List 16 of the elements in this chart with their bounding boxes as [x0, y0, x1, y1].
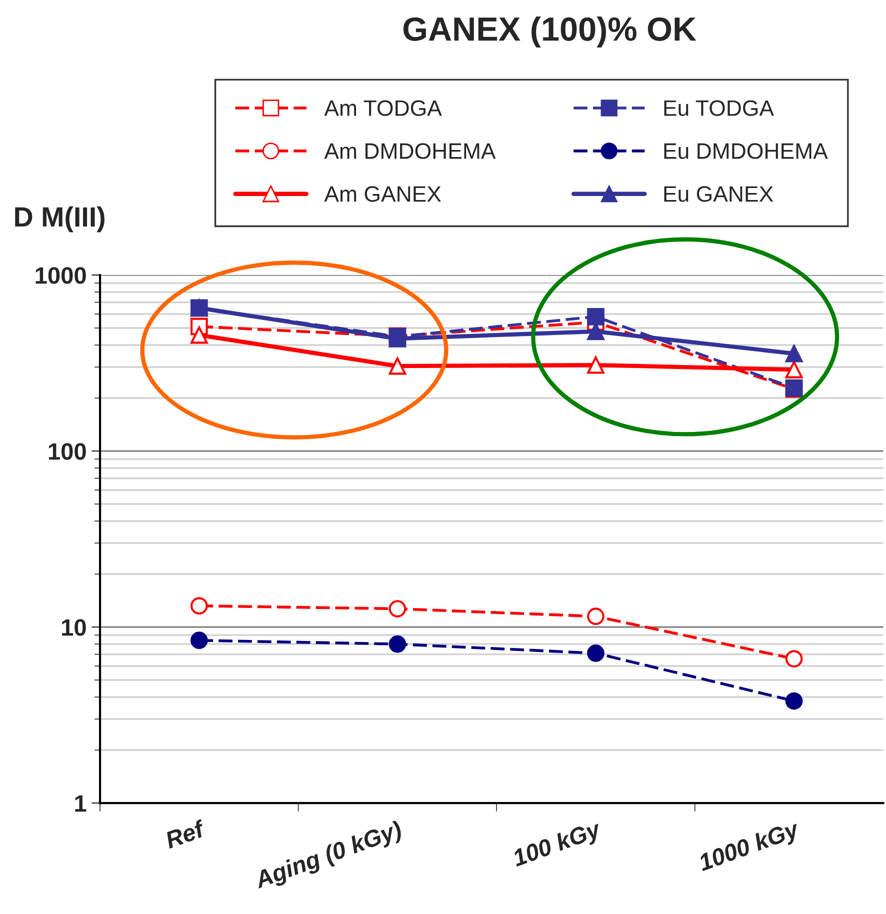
y-tick-label: 100: [48, 443, 86, 460]
y-tick-label: 10: [62, 619, 86, 636]
legend-label: Eu GANEX: [664, 186, 774, 202]
y-tick-label: 1: [75, 795, 86, 812]
legend-label: Am DMDOHEMA: [324, 143, 496, 159]
legend-label: Am GANEX: [324, 186, 442, 202]
y-axis-title: D M(III): [15, 206, 104, 232]
x-tick-label: 100 kGy: [510, 819, 604, 872]
chart-title: GANEX (100)% OK: [403, 16, 696, 48]
x-tick-label: Aging (0 kGy): [252, 820, 404, 894]
legend-label: Eu TODGA: [664, 100, 774, 116]
legend-label: Eu DMDOHEMA: [664, 143, 828, 159]
x-tick-label: 1000 kGy: [696, 819, 802, 876]
legend-label: Am TODGA: [324, 100, 442, 116]
y-tick-label: 1000: [36, 267, 86, 284]
x-tick-label: Ref: [164, 819, 207, 849]
